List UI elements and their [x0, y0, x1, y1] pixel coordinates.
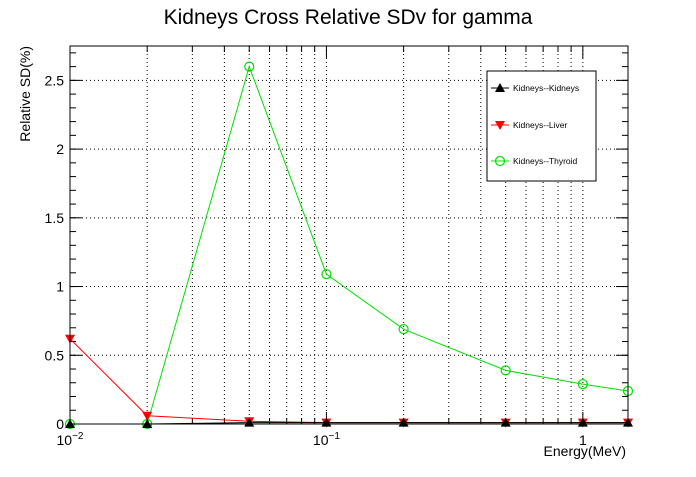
y-tick-label: 1 [56, 279, 64, 295]
legend-item: Kidneys--Thyroid [491, 155, 578, 167]
y-tick-label: 1.5 [45, 210, 65, 226]
series-kidneys-thyroid [64, 61, 634, 430]
y-tick-label: 2 [56, 141, 64, 157]
chart-title: Kidneys Cross Relative SDv for gamma [164, 6, 533, 29]
data-point [500, 365, 511, 376]
axes: 0 0.5 1 1.5 2 2.5 10−2 10−1 1 [45, 46, 628, 448]
y-tick-label: 0.5 [45, 347, 65, 363]
x-tick-label: 10−2 [57, 431, 84, 448]
data-point [577, 379, 588, 390]
legend-item: Kidneys--Kidneys [491, 83, 579, 93]
legend-box [486, 70, 597, 182]
data-point [494, 155, 506, 167]
legend-label: Kidneys--Kidneys [513, 83, 579, 93]
x-tick-label: 1 [579, 432, 587, 448]
data-point [142, 411, 153, 421]
data-point [495, 121, 505, 130]
y-axis-label: Relative SD(%) [17, 46, 33, 142]
legend: Kidneys--Kidneys Kidneys--Liver Kidneys--T… [486, 70, 597, 182]
series-line [70, 65, 629, 425]
y-tick-label: 2.5 [45, 72, 65, 88]
y-tick-label: 0 [56, 416, 64, 432]
data-point [321, 269, 332, 280]
legend-item: Kidneys--Liver [491, 120, 567, 130]
plot-frame [69, 45, 629, 425]
legend-label: Kidneys--Liver [513, 120, 567, 130]
x-axis-label: Energy(MeV) [544, 443, 626, 459]
data-point [495, 83, 505, 92]
data-point [398, 324, 409, 335]
data-point [244, 61, 255, 72]
x-tick-label: 10−1 [313, 431, 340, 448]
legend-label: Kidneys--Thyroid [513, 156, 578, 166]
